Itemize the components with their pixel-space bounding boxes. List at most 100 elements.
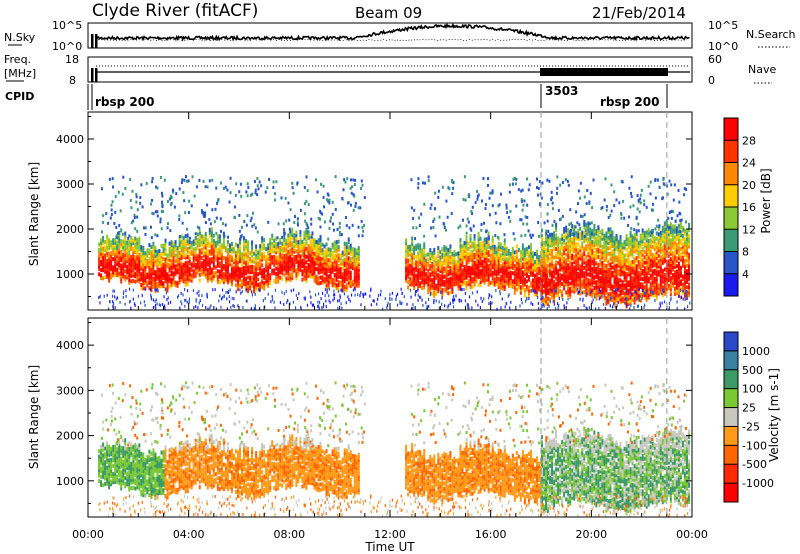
power-cell xyxy=(529,270,532,275)
power-cell xyxy=(619,291,622,296)
power-cell xyxy=(331,261,334,266)
power-cell xyxy=(679,252,682,257)
power-cell xyxy=(337,282,340,287)
power-cell xyxy=(653,271,656,276)
power-cell xyxy=(607,281,610,286)
power-cell xyxy=(289,251,292,256)
power-cell xyxy=(559,283,562,288)
power-cell xyxy=(521,270,524,275)
power-cell xyxy=(128,261,131,266)
power-cell xyxy=(152,282,155,287)
power-cell xyxy=(301,269,304,274)
power-cell xyxy=(423,258,426,263)
power-cell xyxy=(581,265,584,270)
power-cell xyxy=(542,254,545,259)
power-cell xyxy=(623,269,626,274)
power-cell xyxy=(178,245,181,250)
power-cell xyxy=(419,262,422,267)
power-cell xyxy=(136,259,139,264)
power-cell xyxy=(271,233,274,238)
power-cell xyxy=(565,276,568,281)
power-cell xyxy=(473,279,476,284)
power-cell xyxy=(475,249,478,254)
power-cell xyxy=(471,241,474,246)
power-cell xyxy=(263,246,266,251)
power-cell xyxy=(453,250,456,255)
power-cell xyxy=(273,260,276,265)
power-cell xyxy=(617,250,620,255)
power-cell xyxy=(234,258,237,263)
power-cell xyxy=(164,271,167,276)
power-cell xyxy=(521,188,524,192)
power-cell xyxy=(351,247,354,252)
power-cell xyxy=(241,225,244,229)
power-cell xyxy=(485,245,488,250)
power-cell xyxy=(609,265,612,270)
power-cell xyxy=(607,235,610,240)
power-cell xyxy=(537,276,540,281)
power-cell xyxy=(337,239,340,244)
power-cell xyxy=(641,285,644,290)
power-cell xyxy=(249,259,252,264)
power-cell xyxy=(361,225,364,229)
power-cell xyxy=(337,253,340,258)
power-cell xyxy=(485,267,488,272)
power-cell xyxy=(441,247,444,252)
power-cell xyxy=(136,273,139,278)
power-cell xyxy=(114,248,117,253)
power-cell xyxy=(683,277,686,282)
power-cell xyxy=(623,299,626,304)
power-cell xyxy=(445,265,448,270)
power-cell xyxy=(481,246,484,251)
power-cell xyxy=(655,242,658,247)
power-cell xyxy=(615,277,618,282)
power-cell xyxy=(645,241,648,246)
power-cell xyxy=(625,290,628,295)
power-cell xyxy=(234,242,237,247)
power-cell xyxy=(443,266,446,271)
power-cell xyxy=(553,239,556,244)
power-cell xyxy=(216,263,219,268)
power-cell xyxy=(349,243,352,248)
power-cell xyxy=(567,268,570,273)
power-cell xyxy=(285,246,288,251)
power-cell xyxy=(629,241,632,246)
power-cell xyxy=(353,266,356,271)
power-cell xyxy=(597,246,600,251)
power-cell xyxy=(657,261,660,266)
power-cell xyxy=(245,265,248,270)
power-cell xyxy=(299,235,302,240)
power-cell xyxy=(501,251,504,256)
power-cell xyxy=(657,243,660,248)
power-cell xyxy=(611,260,614,265)
power-cell xyxy=(114,262,117,267)
power-cell xyxy=(218,280,221,285)
power-cell xyxy=(635,266,638,271)
power-cell xyxy=(477,248,480,253)
power-cell xyxy=(311,244,314,249)
power-cell xyxy=(533,281,536,286)
power-cell xyxy=(132,219,135,223)
power-cell xyxy=(212,247,215,252)
power-cell xyxy=(295,235,298,240)
power-cell xyxy=(226,280,229,285)
power-cell xyxy=(435,267,438,272)
power-cell xyxy=(585,222,588,227)
power-cell xyxy=(140,277,143,282)
power-cell xyxy=(475,273,478,278)
power-cell xyxy=(246,194,249,198)
power-cell xyxy=(519,255,522,260)
power-cell xyxy=(132,262,135,267)
power-cell xyxy=(619,286,622,291)
power-cell xyxy=(583,225,586,230)
freq-left-tick-bottom: 8 xyxy=(69,74,76,87)
power-cell xyxy=(283,231,286,235)
power-cell xyxy=(238,229,241,233)
power-cell xyxy=(569,270,572,275)
power-cell xyxy=(551,238,554,243)
power-cell xyxy=(267,275,270,280)
power-cell xyxy=(245,247,248,252)
power-cell xyxy=(529,267,532,272)
power-cell xyxy=(170,267,173,272)
power-cell xyxy=(573,287,576,292)
